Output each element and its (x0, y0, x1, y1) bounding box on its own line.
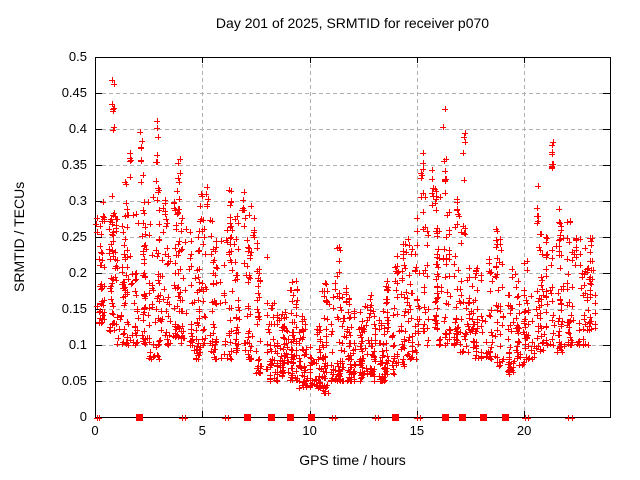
chart-title: Day 201 of 2025, SRMTID for receiver p07… (215, 15, 490, 31)
scatter-points (93, 77, 598, 396)
y-tick-label: 0.45 (62, 85, 87, 100)
y-tick-label: 0.2 (69, 265, 87, 280)
y-tick-label: 0.4 (69, 121, 87, 136)
x-tick-label: 20 (517, 423, 531, 438)
zero-plus-markers (94, 415, 575, 421)
plot-border (95, 57, 611, 418)
y-tick-label: 0.35 (62, 157, 87, 172)
y-tick-label: 0.3 (69, 193, 87, 208)
y-tick-label: 0.5 (69, 49, 87, 64)
x-tick-label: 0 (91, 423, 98, 438)
y-tick-label: 0.05 (62, 373, 87, 388)
x-tick-label: 10 (302, 423, 316, 438)
y-tick-label: 0.1 (69, 337, 87, 352)
y-tick-label: 0.15 (62, 301, 87, 316)
y-tick-label: 0.25 (62, 229, 87, 244)
x-tick-label: 15 (410, 423, 424, 438)
x-axis-title: GPS time / hours (299, 452, 406, 468)
grid-lines (95, 57, 610, 417)
y-tick-label: 0 (80, 409, 87, 424)
x-tick-label: 5 (199, 423, 206, 438)
